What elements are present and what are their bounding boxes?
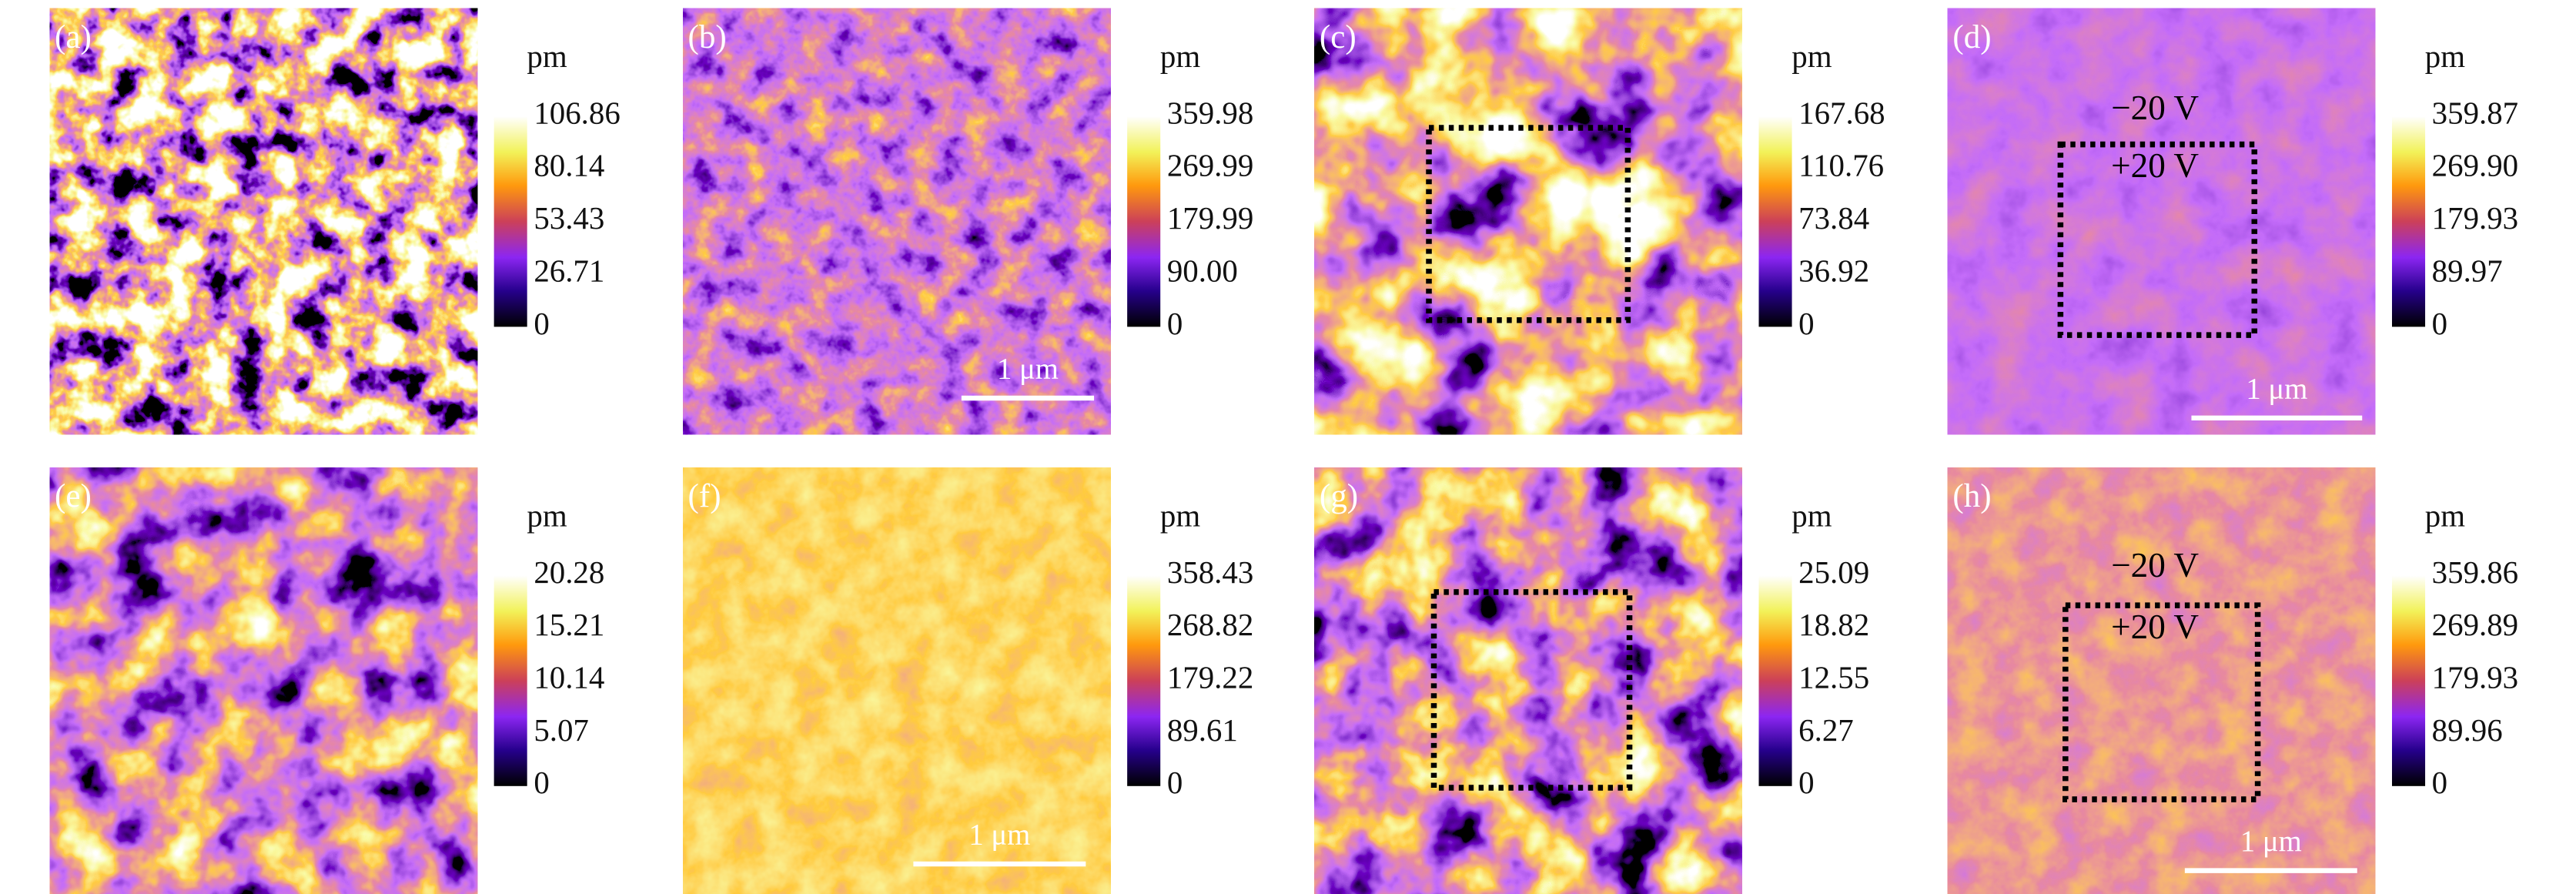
colorbar-tick-label: 358.43: [1167, 555, 1253, 590]
colorbar-unit: pm: [2425, 39, 2465, 74]
pfm-image: [1947, 8, 2376, 435]
pfm-image: [49, 8, 478, 435]
colorbar-tick-label: 89.61: [1167, 713, 1238, 748]
colorbar-tick-label: 0: [534, 306, 549, 341]
colorbar-unit: pm: [2425, 499, 2465, 534]
colorbar-tick-label: 359.98: [1167, 95, 1253, 130]
panel-label: (h): [1952, 478, 1991, 514]
colorbar-tick-label: 36.92: [1798, 253, 1869, 288]
colorbar-unit: pm: [1160, 499, 1200, 534]
colorbar-tick-label: 359.86: [2432, 555, 2518, 590]
colorbar-tick-label: 179.93: [2432, 201, 2518, 236]
pfm-image: [1947, 467, 2376, 894]
scale-bar-label: 1 μm: [969, 818, 1030, 851]
colorbar-tick-label: 20.28: [534, 555, 604, 590]
colorbar-unit: pm: [1791, 39, 1832, 74]
colorbar-tick-label: 0: [534, 765, 549, 800]
colorbar: [1758, 575, 1792, 786]
scale-bar-label: 1 μm: [997, 352, 1059, 385]
switching-box: [1426, 125, 1631, 323]
colorbar-tick-label: 89.96: [2432, 713, 2503, 748]
colorbar: [1127, 575, 1161, 786]
colorbar-tick-label: 269.89: [2432, 608, 2518, 642]
panel-label: (c): [1320, 19, 1357, 55]
pfm-image: [1314, 467, 1742, 894]
panel-label: (f): [688, 478, 721, 514]
pfm-image: [1314, 8, 1742, 435]
colorbar-tick-label: 179.22: [1167, 660, 1253, 695]
colorbar-tick-label: 90.00: [1167, 253, 1238, 288]
switching-box: [2062, 602, 2261, 802]
colorbar-tick-label: 110.76: [1798, 149, 1884, 183]
panel-label: (e): [55, 478, 92, 514]
voltage-annotation: +20 V: [2111, 608, 2199, 646]
voltage-annotation: +20 V: [2111, 146, 2199, 185]
colorbar-tick-label: 359.87: [2432, 95, 2518, 130]
colorbar-tick-label: 15.21: [534, 608, 604, 642]
colorbar-tick-label: 167.68: [1798, 95, 1885, 130]
colorbar-tick-label: 18.82: [1798, 608, 1869, 642]
colorbar-tick-label: 0: [1798, 765, 1814, 800]
colorbar-tick-label: 6.27: [1798, 713, 1854, 748]
colorbar-tick-label: 0: [1798, 306, 1814, 341]
colorbar-unit: pm: [527, 499, 567, 534]
colorbar-tick-label: 25.09: [1798, 555, 1869, 590]
colorbar: [493, 575, 527, 786]
colorbar-unit: pm: [527, 39, 567, 74]
pfm-image: [683, 467, 1111, 894]
scale-bar-label: 1 μm: [2240, 825, 2302, 858]
colorbar-tick-label: 12.55: [1798, 660, 1869, 695]
panel-label: (g): [1320, 478, 1358, 514]
colorbar-tick-label: 269.90: [2432, 149, 2518, 183]
colorbar: [493, 116, 527, 327]
voltage-annotation: −20 V: [2111, 546, 2199, 584]
panel-label: (a): [55, 19, 92, 55]
colorbar-tick-label: 26.71: [534, 253, 604, 288]
voltage-annotation: −20 V: [2111, 89, 2199, 127]
colorbar: [1758, 116, 1792, 327]
colorbar-unit: pm: [1791, 499, 1832, 534]
colorbar-tick-label: 0: [2432, 306, 2447, 341]
colorbar-tick-label: 0: [1167, 306, 1183, 341]
colorbar-tick-label: 268.82: [1167, 608, 1253, 642]
panel-label: (b): [688, 19, 727, 55]
scale-bar-label: 1 μm: [2246, 372, 2307, 405]
colorbar-tick-label: 10.14: [534, 660, 604, 695]
colorbar-tick-label: 0: [1167, 765, 1183, 800]
pfm-image: [683, 8, 1111, 435]
colorbar-tick-label: 106.86: [534, 95, 620, 130]
colorbar: [2392, 575, 2426, 786]
colorbar-tick-label: 0: [2432, 765, 2447, 800]
colorbar-tick-label: 89.97: [2432, 253, 2503, 288]
colorbar-tick-label: 5.07: [534, 713, 589, 748]
colorbar-tick-label: 179.93: [2432, 660, 2518, 695]
pfm-image: [49, 467, 478, 894]
colorbar-tick-label: 53.43: [534, 201, 604, 236]
panel-label: (d): [1952, 19, 1991, 55]
colorbar: [2392, 116, 2426, 327]
colorbar-tick-label: 73.84: [1798, 201, 1869, 236]
colorbar: [1127, 116, 1161, 327]
colorbar-tick-label: 179.99: [1167, 201, 1253, 236]
switching-box: [1430, 589, 1633, 791]
colorbar-unit: pm: [1160, 39, 1200, 74]
colorbar-tick-label: 80.14: [534, 149, 604, 183]
switching-box: [2057, 141, 2258, 338]
colorbar-tick-label: 269.99: [1167, 149, 1253, 183]
